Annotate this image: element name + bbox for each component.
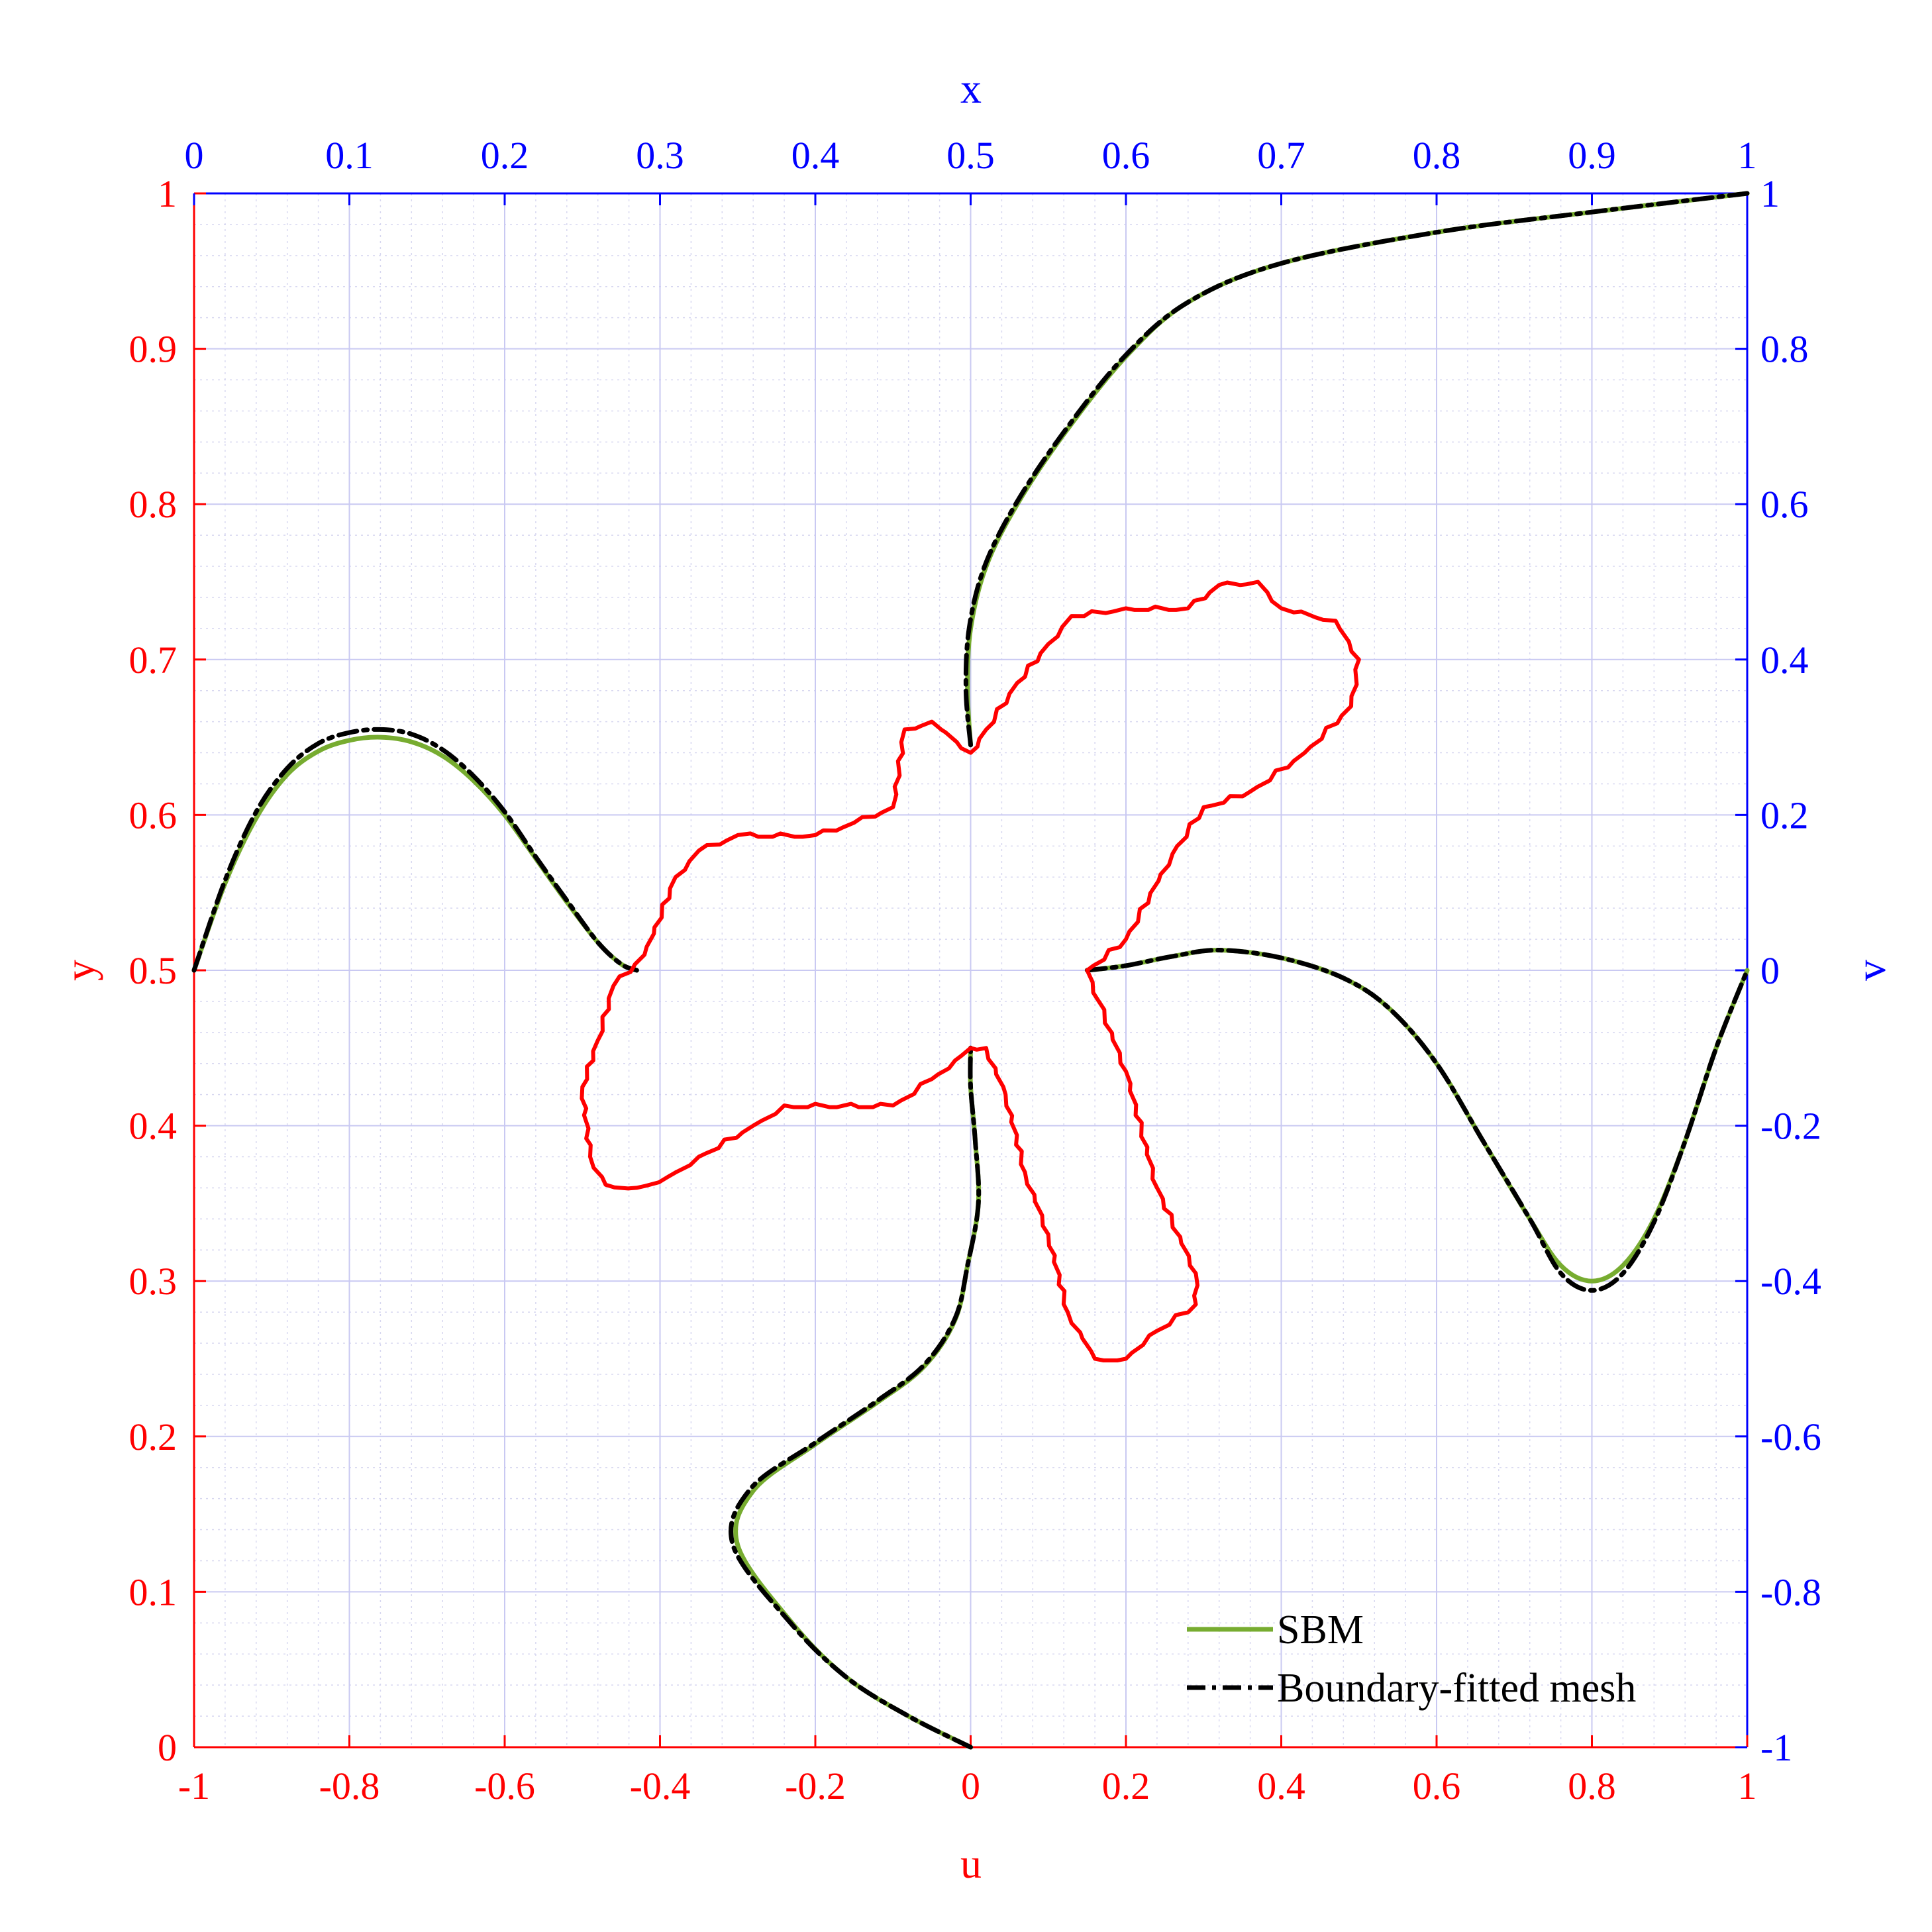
tick-label-right: 1: [1760, 172, 1780, 215]
tick-label-bottom: 0: [961, 1764, 980, 1807]
x-axis-title-bottom: u: [960, 1840, 982, 1887]
tick-label-top: 0.3: [636, 134, 684, 177]
tick-label-bottom: -0.6: [474, 1764, 535, 1807]
tick-label-right: 0.2: [1760, 793, 1809, 837]
series-boundary-fitted-mesh-curve-3: [1084, 947, 1750, 1293]
tick-label-bottom: 0.6: [1413, 1764, 1461, 1807]
ticks-bottom: -1 -0.8 -0.6 -0.4 -0.2 0 0.2 0.4 0.6 0.8 1: [178, 1735, 1757, 1807]
tick-label-right: -0.4: [1760, 1260, 1821, 1303]
tick-label-top: 0.1: [325, 134, 374, 177]
tick-label-left: 0.4: [129, 1105, 178, 1148]
tick-label-right: -0.2: [1760, 1105, 1821, 1148]
series-boundary-fitted-mesh-curve-4: [963, 191, 1750, 748]
tick-label-bottom: 1: [1738, 1764, 1757, 1807]
tick-label-top: 0.9: [1568, 134, 1616, 177]
tick-label-top: 1: [1738, 134, 1757, 177]
tick-label-right: -0.6: [1760, 1415, 1821, 1458]
tick-label-left: 1: [158, 172, 177, 215]
tick-label-right: 0.6: [1760, 483, 1809, 526]
series-layer: [191, 191, 1750, 1750]
series-red-contour: [580, 580, 1361, 1362]
y-axis-title-left: y: [56, 960, 103, 981]
tick-label-top: 0.5: [946, 134, 995, 177]
tick-label-top: 0.6: [1102, 134, 1150, 177]
x-axis-title-top: x: [960, 65, 982, 112]
tick-label-bottom: -0.8: [319, 1764, 380, 1807]
legend-label-sbm: SBM: [1277, 1607, 1364, 1652]
tick-label-right: -0.8: [1760, 1570, 1821, 1613]
tick-label-right: 0.4: [1760, 638, 1809, 682]
tick-label-bottom: 0.2: [1102, 1764, 1150, 1807]
tick-label-left: 0.6: [129, 793, 178, 837]
legend: SBM Boundary-fitted mesh: [1187, 1607, 1636, 1711]
series-boundary-fitted-mesh-curve-2: [729, 1045, 982, 1750]
tick-label-bottom: -0.2: [785, 1764, 846, 1807]
tick-label-right: 0: [1760, 949, 1780, 992]
tick-label-left: 0: [158, 1726, 177, 1769]
tick-label-right: 0.8: [1760, 328, 1809, 371]
ticks-left: 0 0.1 0.2 0.3 0.4 0.5 0.6 0.7 0.8 0.9 1: [129, 172, 206, 1769]
tick-label-left: 0.3: [129, 1260, 178, 1303]
tick-label-top: 0.4: [791, 134, 840, 177]
legend-label-boundary-fitted-mesh: Boundary-fitted mesh: [1277, 1666, 1636, 1711]
tick-label-bottom: -1: [178, 1764, 210, 1807]
tick-label-left: 0.7: [129, 638, 178, 682]
tick-label-top: 0.8: [1413, 134, 1461, 177]
tick-label-bottom: -0.4: [630, 1764, 691, 1807]
tick-label-left: 0.8: [129, 483, 178, 526]
tick-label-left: 0.9: [129, 328, 178, 371]
tick-label-left: 0.1: [129, 1570, 178, 1613]
tick-label-top: 0.7: [1257, 134, 1305, 177]
series-boundary-fitted-mesh-curve-1: [191, 727, 639, 973]
tick-label-bottom: 0.8: [1568, 1764, 1616, 1807]
tick-label-right: -1: [1760, 1726, 1792, 1769]
tick-label-left: 0.5: [129, 949, 178, 992]
ticks-right: -1 -0.8 -0.6 -0.4 -0.2 0 0.2 0.4 0.6 0.8 1: [1735, 172, 1821, 1769]
tick-label-top: 0: [185, 134, 204, 177]
tick-label-top: 0.2: [481, 134, 529, 177]
tick-label-left: 0.2: [129, 1415, 178, 1458]
ticks-top: 0 0.1 0.2 0.3 0.4 0.5 0.6 0.7 0.8 0.9 1: [185, 134, 1757, 205]
y-axis-title-right: v: [1847, 960, 1894, 981]
tick-label-bottom: 0.4: [1257, 1764, 1305, 1807]
